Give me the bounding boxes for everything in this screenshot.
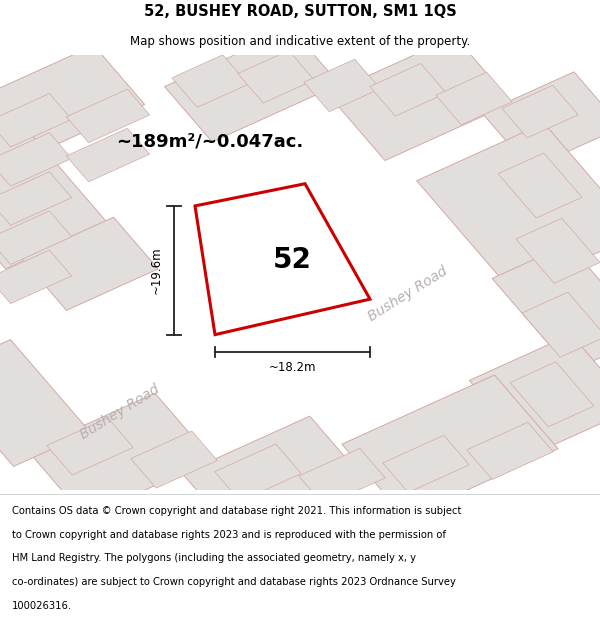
Text: to Crown copyright and database rights 2023 and is reproduced with the permissio: to Crown copyright and database rights 2… [12,530,446,540]
Polygon shape [522,292,600,357]
Text: 100026316.: 100026316. [12,601,72,611]
Polygon shape [0,211,71,264]
Polygon shape [0,339,90,466]
Text: ~18.2m: ~18.2m [269,361,316,374]
Polygon shape [0,250,71,304]
Polygon shape [215,444,301,501]
Polygon shape [195,184,370,334]
Polygon shape [47,418,133,475]
Polygon shape [467,422,553,479]
Polygon shape [436,72,512,125]
Polygon shape [469,334,600,454]
Text: Map shows position and indicative extent of the property.: Map shows position and indicative extent… [130,35,470,48]
Polygon shape [383,436,469,492]
Polygon shape [417,123,600,291]
Polygon shape [0,172,71,225]
Text: co-ordinates) are subject to Crown copyright and database rights 2023 Ordnance S: co-ordinates) are subject to Crown copyr… [12,577,456,587]
Polygon shape [498,153,582,218]
Text: Bushey Road: Bushey Road [366,264,450,324]
Polygon shape [0,132,71,186]
Polygon shape [238,51,314,103]
Polygon shape [67,128,149,182]
Text: ~189m²/~0.047ac.: ~189m²/~0.047ac. [116,133,304,151]
Polygon shape [67,89,149,142]
Polygon shape [482,72,600,169]
Polygon shape [510,362,594,427]
Polygon shape [227,204,341,302]
Polygon shape [182,416,358,529]
Polygon shape [299,448,385,506]
Polygon shape [502,85,578,138]
Polygon shape [172,55,248,108]
Polygon shape [492,244,600,371]
Polygon shape [0,46,145,169]
Text: Bushey Road: Bushey Road [78,382,162,442]
Polygon shape [342,375,558,518]
Polygon shape [0,94,71,147]
Polygon shape [164,29,340,142]
Polygon shape [22,217,158,311]
Text: 52, BUSHEY ROAD, SUTTON, SM1 1QS: 52, BUSHEY ROAD, SUTTON, SM1 1QS [143,4,457,19]
Text: HM Land Registry. The polygons (including the associated geometry, namely x, y: HM Land Registry. The polygons (includin… [12,554,416,564]
Polygon shape [28,393,212,518]
Polygon shape [131,431,217,488]
Text: 52: 52 [273,246,311,274]
Polygon shape [304,59,380,112]
Polygon shape [0,119,107,269]
Polygon shape [516,218,600,283]
Text: ~19.6m: ~19.6m [149,246,163,294]
Text: Contains OS data © Crown copyright and database right 2021. This information is : Contains OS data © Crown copyright and d… [12,506,461,516]
Polygon shape [328,36,512,161]
Polygon shape [370,64,446,116]
